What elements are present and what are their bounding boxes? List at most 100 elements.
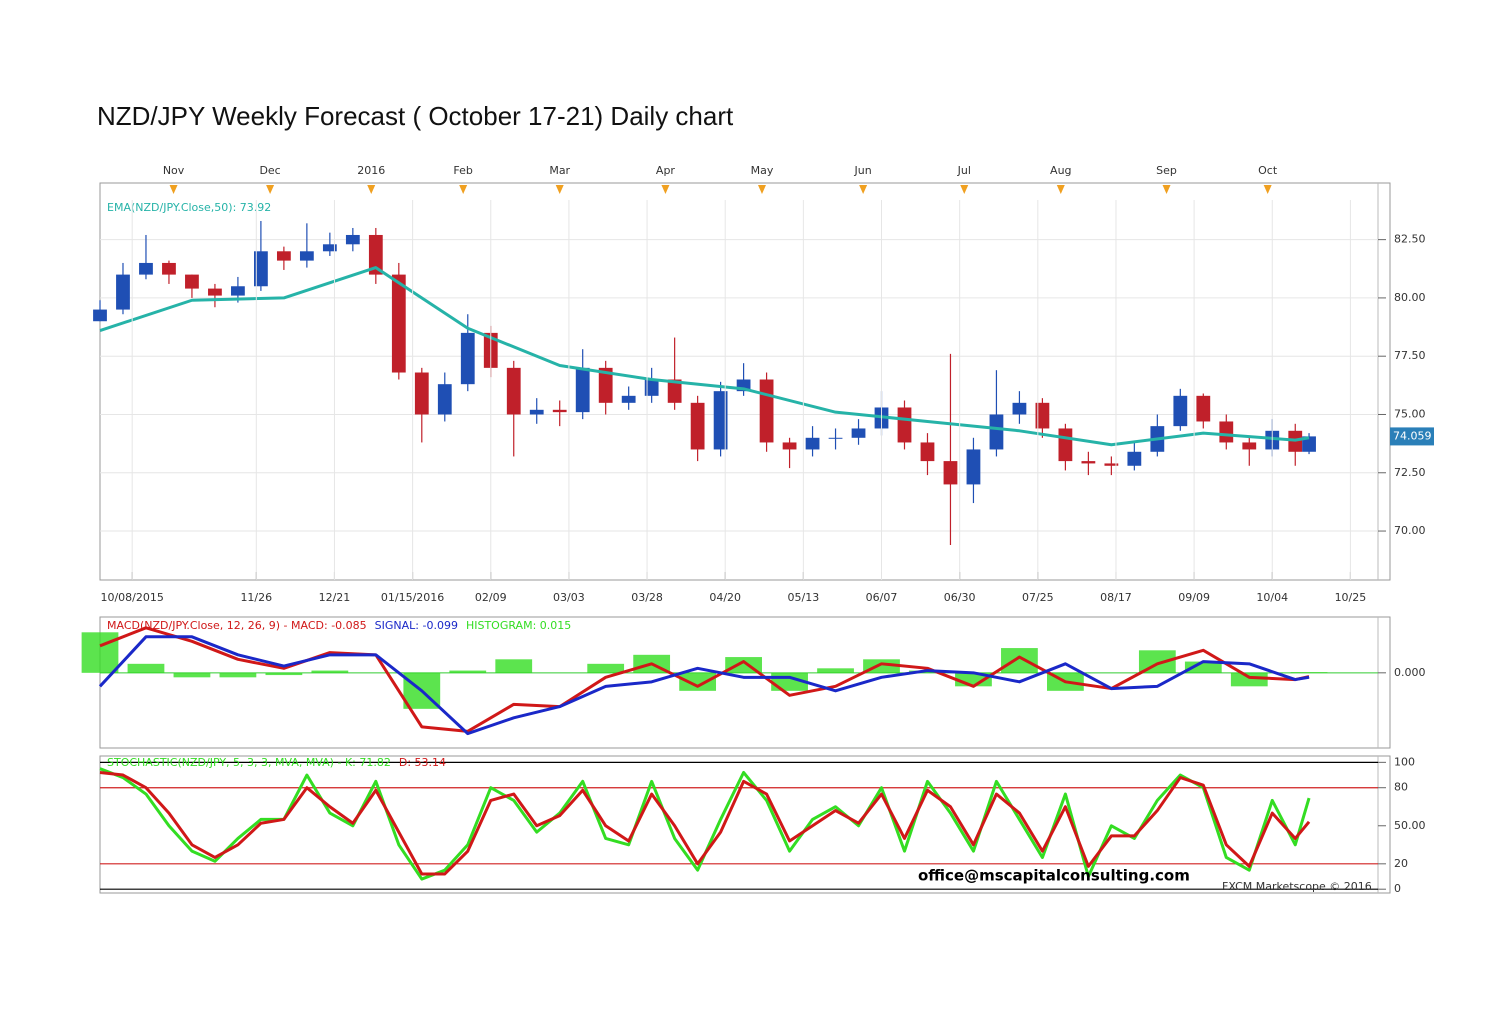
month-marker [266, 185, 275, 194]
candle-body [690, 402, 705, 450]
last-price-label: 74.059 [1393, 429, 1432, 442]
y-tick-label: 0 [1394, 882, 1401, 895]
month-label: 2016 [357, 164, 385, 177]
candle-body [414, 372, 429, 415]
candle-body [116, 274, 130, 310]
candle-body [1219, 421, 1234, 443]
histogram-bar [311, 670, 349, 673]
watermark: office@mscapitalconsulting.com [918, 867, 1190, 885]
candle-body [575, 367, 590, 413]
month-marker [459, 185, 468, 194]
legend-label: STOCHASTIC(NZD/JPY, 5, 3, 3, MVA, MVA) -… [107, 756, 391, 769]
candle-body [943, 461, 958, 485]
histogram-bar [817, 668, 854, 673]
x-tick-label: 02/09 [475, 591, 507, 604]
candle-body [1302, 436, 1316, 452]
candle-body [713, 391, 728, 450]
candle-body [782, 442, 797, 450]
x-tick-label: 07/25 [1022, 591, 1054, 604]
histogram-bar [265, 672, 303, 676]
month-marker [757, 185, 766, 194]
histogram-bar [1290, 672, 1328, 673]
histogram-bar [127, 663, 165, 673]
series-line [99, 266, 1310, 447]
month-marker [661, 185, 670, 194]
candle-body [989, 414, 1004, 450]
x-tick-label: 03/28 [631, 591, 663, 604]
candle-body [1081, 461, 1096, 464]
x-tick-label: 11/26 [240, 591, 272, 604]
candle-body [759, 379, 774, 443]
chart-title: NZD/JPY Weekly Forecast ( October 17-21)… [97, 101, 734, 131]
candle-body [322, 244, 337, 252]
copyright: FXCM Marketscope © 2016 [1222, 880, 1372, 893]
candle-body [391, 274, 406, 373]
series-line [99, 771, 1311, 876]
x-tick-label: 08/17 [1100, 591, 1132, 604]
month-marker [1263, 185, 1272, 194]
histogram-bar [1001, 648, 1038, 673]
x-tick-label: 03/03 [553, 591, 585, 604]
month-label: Aug [1050, 164, 1071, 177]
month-label: Feb [453, 164, 472, 177]
candle-body [208, 288, 222, 296]
y-tick-label: 70.00 [1394, 524, 1426, 537]
month-marker [555, 185, 564, 194]
candle-body [851, 428, 866, 438]
candle-body [1173, 395, 1188, 427]
legend-label: SIGNAL: -0.099 [375, 619, 458, 632]
y-tick-label: 77.50 [1394, 349, 1426, 362]
legend-label: MACD(NZD/JPY.Close, 12, 26, 9) - MACD: -… [107, 619, 367, 632]
histogram-bar [449, 670, 487, 673]
candle-body [1012, 402, 1027, 415]
candle-body [231, 286, 245, 296]
y-tick-label: 80.00 [1394, 291, 1426, 304]
candle-body [644, 379, 659, 396]
series-line [99, 767, 1311, 881]
legend-label: EMA(NZD/JPY.Close,50): 73.92 [107, 201, 271, 214]
candle-body [139, 262, 153, 275]
month-label: Mar [549, 164, 570, 177]
month-label: May [751, 164, 774, 177]
candle-body [506, 367, 521, 415]
x-tick-label: 10/25 [1335, 591, 1367, 604]
candle-body [1058, 428, 1073, 462]
candle-body [299, 251, 314, 261]
candle-body [254, 251, 268, 287]
candle-body [828, 437, 843, 439]
x-tick-label: 01/15/2016 [381, 591, 444, 604]
histogram-bar [81, 632, 119, 673]
x-tick-label: 05/13 [788, 591, 820, 604]
month-marker [1056, 185, 1065, 194]
candle-body [1196, 395, 1211, 422]
histogram-bar [173, 672, 211, 678]
month-label: Nov [163, 164, 185, 177]
month-label: Apr [656, 164, 676, 177]
candle-body [621, 395, 636, 403]
candle-body [598, 367, 613, 403]
candle-body [437, 384, 452, 415]
x-tick-label: 10/08/2015 [100, 591, 163, 604]
y-tick-label: 80 [1394, 781, 1408, 794]
y-tick-label: 82.50 [1394, 233, 1426, 246]
candle-body [276, 251, 291, 261]
candle-body [1127, 451, 1142, 466]
histogram-bar [587, 663, 625, 673]
x-tick-label: 09/09 [1178, 591, 1210, 604]
y-tick-label: 0.000 [1394, 666, 1426, 679]
y-tick-label: 20 [1394, 857, 1408, 870]
y-tick-label: 100 [1394, 755, 1415, 768]
histogram-bar [1230, 672, 1268, 687]
candle-body [736, 379, 751, 392]
candle-body [93, 309, 107, 322]
candle-body [345, 234, 360, 245]
x-tick-label: 06/30 [944, 591, 976, 604]
candle-body [1242, 442, 1257, 450]
histogram-bar [219, 672, 257, 678]
legend-label: HISTOGRAM: 0.015 [466, 619, 571, 632]
legend-label: D: 53.14 [399, 756, 446, 769]
last-price-box [1390, 427, 1434, 446]
